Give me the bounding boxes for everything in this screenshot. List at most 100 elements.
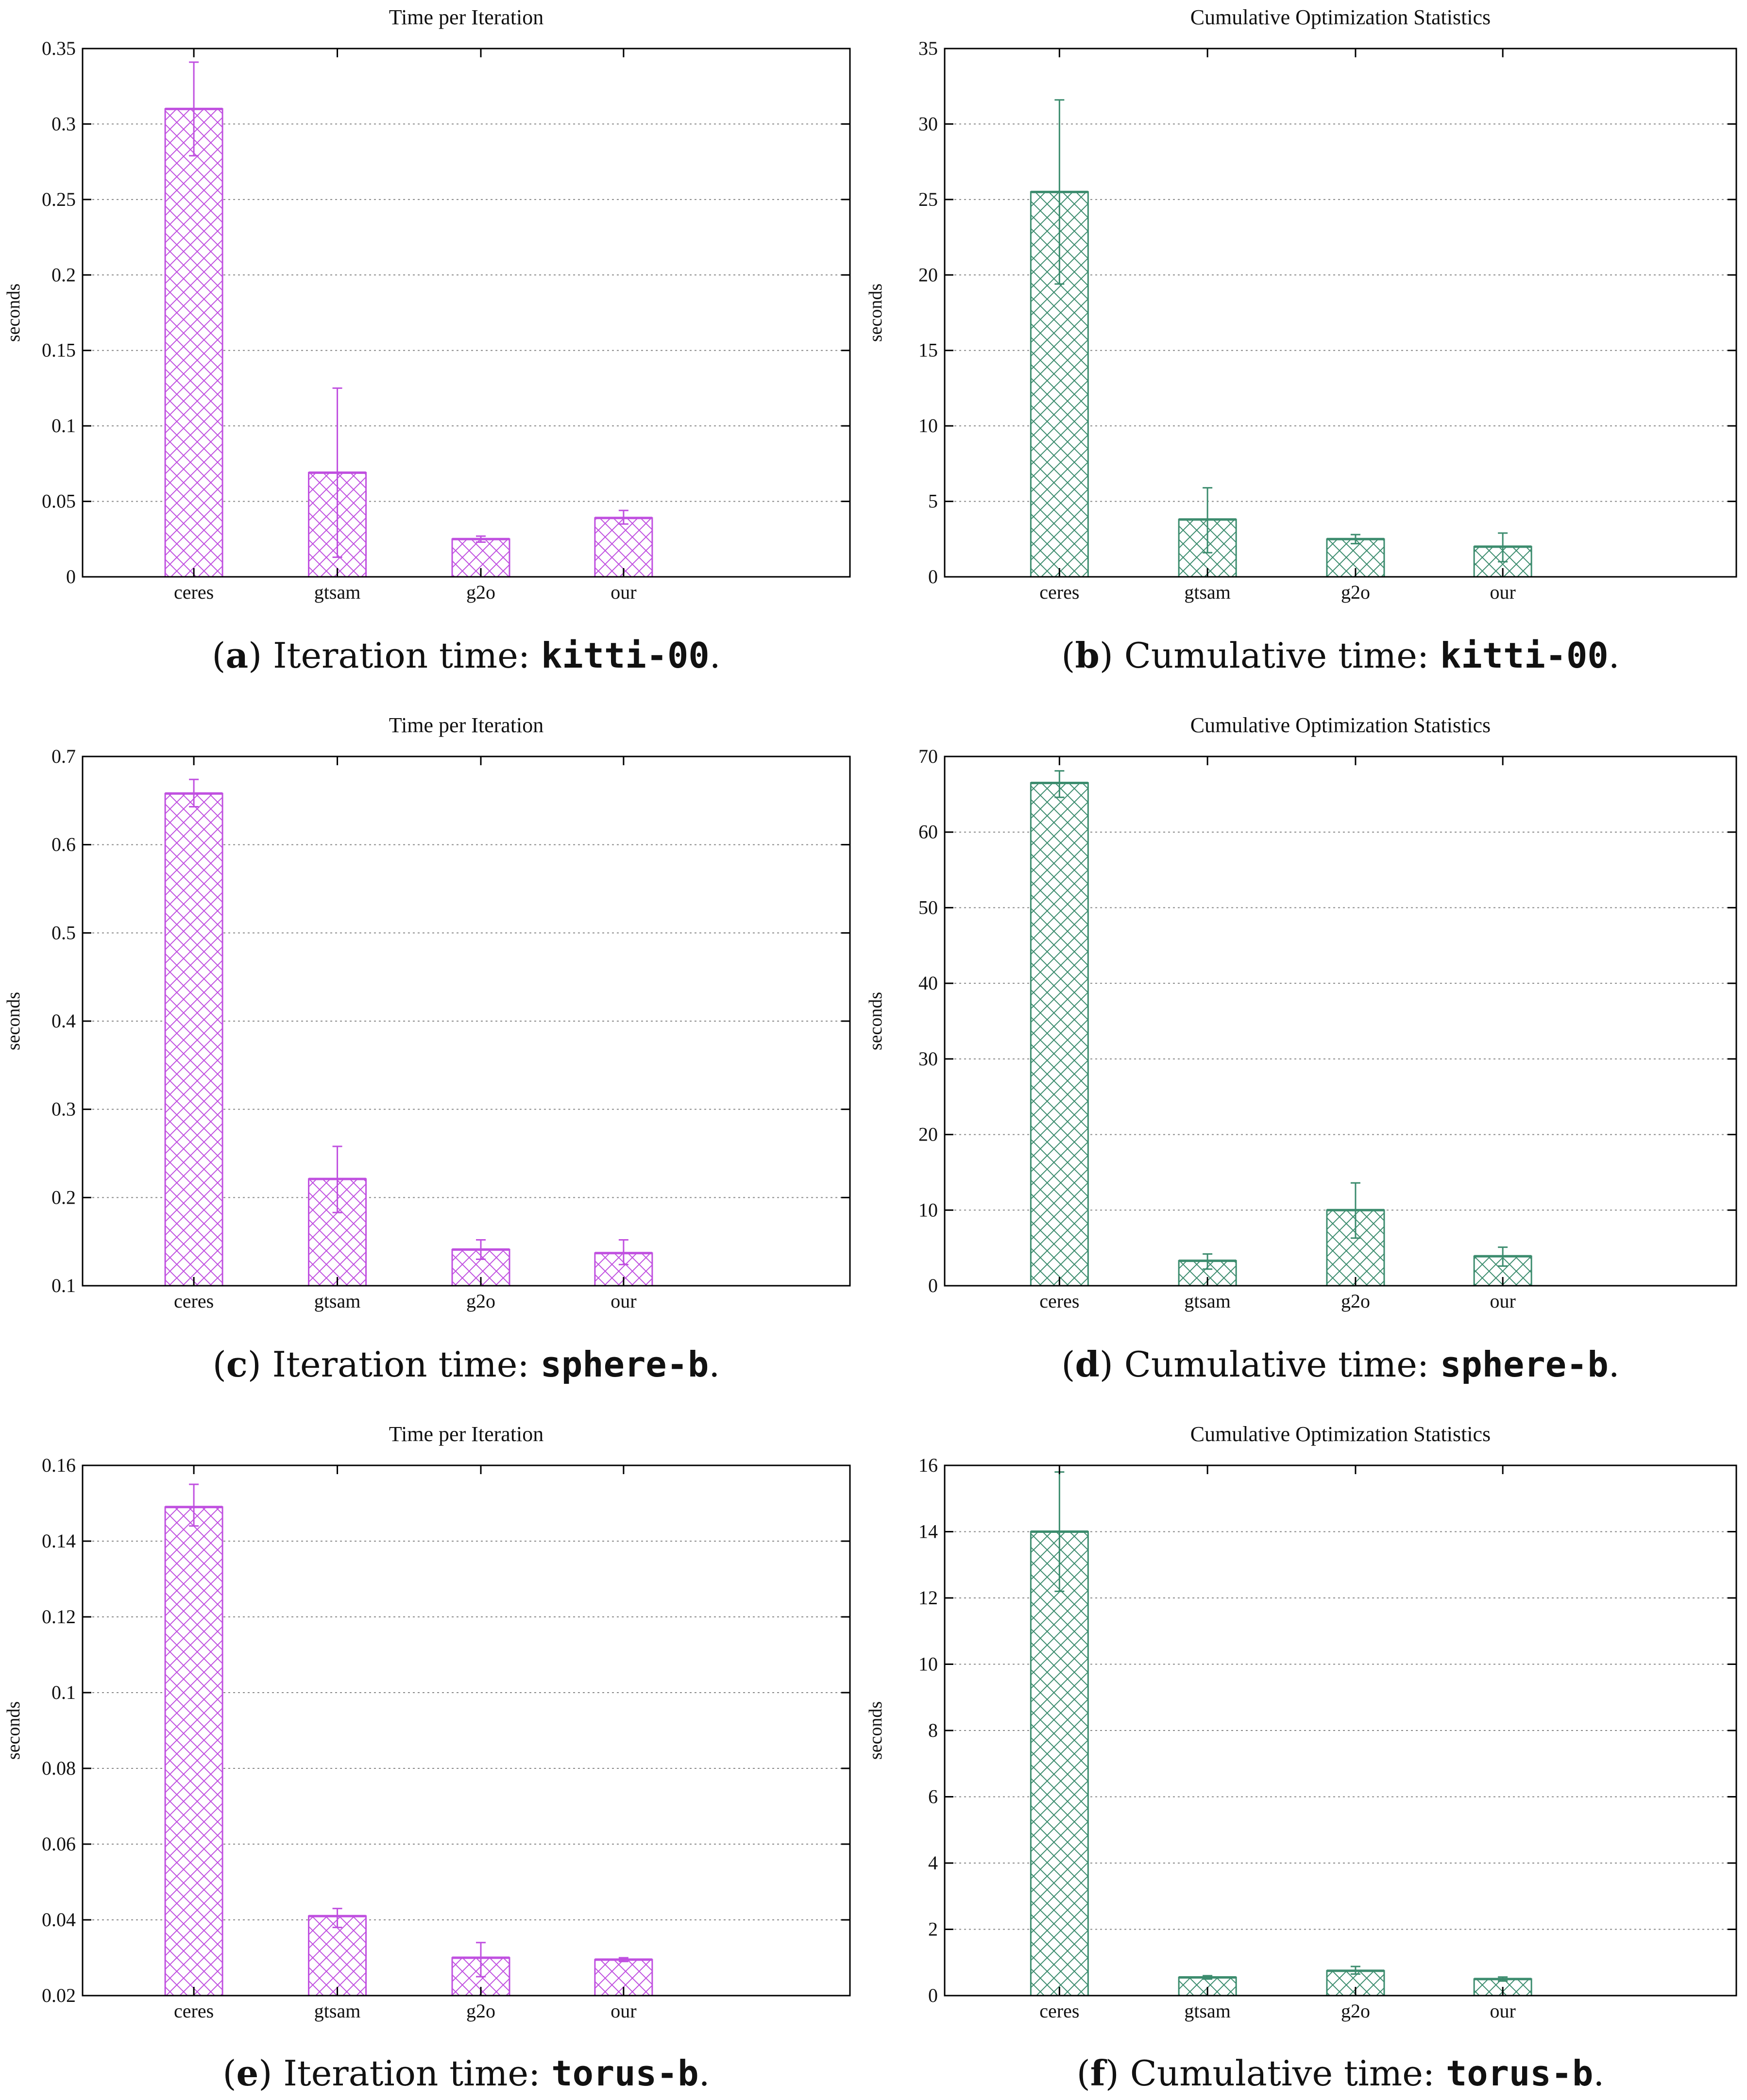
y-tick-label: 0.3: [51, 113, 76, 134]
y-tick-label: 0: [66, 566, 76, 588]
x-tick-label-gtsam: gtsam: [1184, 1290, 1231, 1312]
chart-panel-d: Cumulative Optimization Statistics second…: [865, 713, 1737, 1385]
bar-our: [594, 517, 653, 578]
chart-panel-f: Cumulative Optimization Statistics second…: [865, 1422, 1737, 2094]
y-tick-label: 0: [928, 1275, 938, 1296]
chart-title: Cumulative Optimization Statistics: [1190, 5, 1491, 29]
caption-label: Iteration time:: [261, 1344, 541, 1385]
y-tick-label: 8: [928, 1719, 938, 1741]
y-tick-label: 14: [918, 1521, 938, 1543]
y-tick-label: 0.14: [42, 1530, 76, 1552]
y-tick-label: 30: [918, 113, 938, 134]
y-tick-label: 0.7: [51, 745, 76, 767]
y-tick-label: 0.2: [51, 264, 76, 286]
chart-panel-a: Time per Iteration seconds 0 0.05 0.1 0.15 0.2…: [3, 5, 851, 676]
caption-dataset: sphere-b: [1440, 1344, 1609, 1385]
y-tick-label: 0.2: [51, 1186, 76, 1208]
y-tick-label: 0.05: [42, 490, 76, 512]
x-tick-label-ceres: ceres: [174, 1290, 214, 1312]
y-tick-label: 10: [918, 1653, 938, 1675]
caption-f: (f) Cumulative time: torus-b.: [1077, 2052, 1605, 2094]
x-tick-label-our: our: [611, 2000, 636, 2022]
caption-letter: a: [225, 635, 248, 676]
y-tick-label: 0.4: [51, 1010, 76, 1032]
caption-c: (c) Iteration time: sphere-b.: [213, 1344, 720, 1385]
chart-title: Cumulative Optimization Statistics: [1190, 713, 1491, 737]
y-axis-label: seconds: [3, 284, 24, 342]
x-tick-label-our: our: [1490, 581, 1515, 603]
caption-letter: f: [1090, 2052, 1107, 2094]
y-tick-label: 0.3: [51, 1098, 76, 1120]
y-tick-label: 0.35: [42, 37, 76, 59]
caption-paren-close: ): [258, 2053, 272, 2094]
caption-paren-close: ): [248, 635, 262, 676]
caption-label: Cumulative time:: [1119, 2053, 1446, 2094]
y-tick-label: 0.12: [42, 1606, 76, 1628]
x-tick-label-g2o: g2o: [466, 1290, 495, 1312]
x-tick-label-ceres: ceres: [174, 2000, 214, 2022]
y-tick-label: 0.5: [51, 922, 76, 943]
caption-paren-open: (: [1061, 635, 1075, 676]
x-tick-label-gtsam: gtsam: [314, 2000, 361, 2022]
caption-paren-open: (: [1077, 2053, 1090, 2094]
y-tick-label: 16: [918, 1454, 938, 1476]
caption-period: .: [710, 635, 721, 676]
bar-ceres: [164, 792, 223, 1287]
y-tick-label: 12: [918, 1587, 938, 1609]
x-tick-label-our: our: [1490, 2000, 1515, 2022]
y-tick-label: 0.1: [51, 415, 76, 437]
y-tick-label: 35: [918, 37, 938, 59]
x-tick-label-g2o: g2o: [466, 2000, 495, 2022]
caption-period: .: [1593, 2053, 1604, 2094]
y-tick-label: 0.02: [42, 1984, 76, 2006]
y-tick-label: 0: [928, 1984, 938, 2006]
plot-frame: [82, 48, 851, 578]
caption-paren-close: ): [1105, 2053, 1119, 2094]
x-tick-label-ceres: ceres: [174, 581, 214, 603]
x-tick-label-g2o: g2o: [1341, 2000, 1370, 2022]
y-axis-label: seconds: [865, 284, 886, 342]
y-tick-label: 0.1: [51, 1275, 76, 1296]
x-tick-label-gtsam: gtsam: [314, 581, 361, 603]
y-tick-label: 40: [918, 972, 938, 994]
y-tick-label: 0.15: [42, 339, 76, 361]
y-tick-label: 0.16: [42, 1454, 76, 1476]
x-tick-label-our: our: [611, 581, 636, 603]
x-tick-label-gtsam: gtsam: [1184, 581, 1231, 603]
x-tick-label-ceres: ceres: [1039, 2000, 1079, 2022]
caption-paren-open: (: [222, 2053, 236, 2094]
bar-ceres: [1030, 1531, 1089, 1997]
chart-title: Time per Iteration: [389, 713, 544, 737]
x-tick-label-g2o: g2o: [466, 581, 495, 603]
y-tick-label: 20: [918, 1124, 938, 1145]
caption-paren-close: ): [1100, 1344, 1113, 1385]
x-tick-label-ceres: ceres: [1039, 1290, 1079, 1312]
bar-ceres: [164, 1506, 223, 1997]
plot-frame: [82, 1464, 851, 1997]
caption-dataset: torus-b: [1446, 2053, 1593, 2094]
plot-frame: [944, 1464, 1737, 1997]
y-tick-label: 0.25: [42, 188, 76, 210]
x-tick-label-g2o: g2o: [1341, 581, 1370, 603]
caption-letter: b: [1075, 635, 1099, 676]
x-tick-label-g2o: g2o: [1341, 1290, 1370, 1312]
caption-b: (b) Cumulative time: kitti-00.: [1061, 635, 1619, 676]
chart-title: Cumulative Optimization Statistics: [1190, 1422, 1491, 1446]
plot-frame: [82, 756, 851, 1287]
x-tick-label-ceres: ceres: [1039, 581, 1079, 603]
caption-paren-close: ): [1100, 635, 1113, 676]
y-tick-label: 0.06: [42, 1833, 76, 1855]
caption-dataset: kitti-00: [1440, 635, 1609, 676]
caption-label: Iteration time:: [262, 635, 541, 676]
y-axis-label: seconds: [865, 992, 886, 1050]
caption-paren-open: (: [1061, 1344, 1075, 1385]
chart-title: Time per Iteration: [389, 1422, 544, 1446]
chart-panel-c: Time per Iteration seconds 0.1 0.2 0.3 0.4 0.5…: [3, 713, 851, 1385]
caption-paren-open: (: [212, 635, 225, 676]
y-tick-label: 25: [918, 188, 938, 210]
chart-panel-b: Cumulative Optimization Statistics second…: [865, 5, 1737, 676]
caption-letter: d: [1075, 1344, 1099, 1385]
y-tick-label: 2: [928, 1918, 938, 1940]
x-tick-label-gtsam: gtsam: [1184, 2000, 1231, 2022]
